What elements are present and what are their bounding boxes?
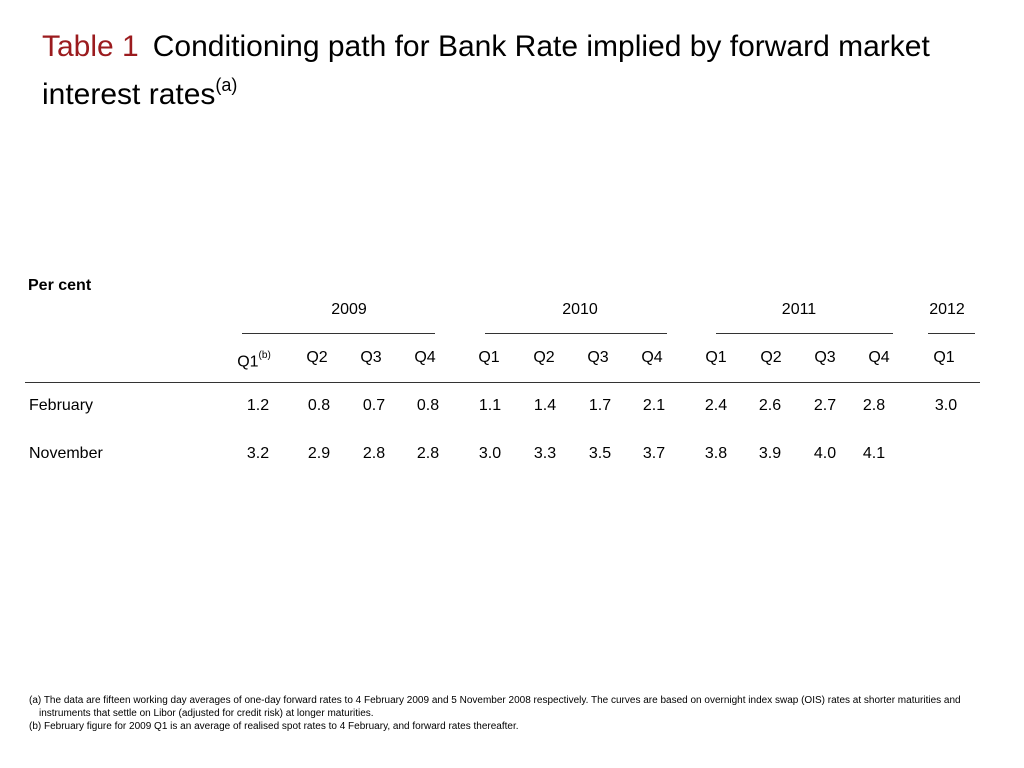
- table-cell: 2.1: [642, 397, 666, 414]
- table-cell: 3.0: [934, 397, 958, 414]
- year-rule: [242, 333, 435, 334]
- year-header: 2012: [929, 301, 965, 318]
- table-cell: 3.5: [588, 445, 612, 462]
- footnote-b: (b) February figure for 2009 Q1 is an av…: [29, 721, 519, 732]
- quarter-header: Q3: [587, 349, 609, 366]
- table-cell: 2.6: [758, 397, 782, 414]
- table-cell: 3.2: [246, 445, 270, 462]
- table-cell: 2.4: [704, 397, 728, 414]
- quarter-header: Q1: [933, 349, 955, 366]
- year-header: 2011: [781, 301, 817, 318]
- year-rule: [928, 333, 975, 334]
- table-cell: 0.8: [416, 397, 440, 414]
- row-label-february: February: [29, 397, 94, 414]
- quarter-header: Q1: [478, 349, 500, 366]
- header-rule: [25, 382, 980, 383]
- year-rule: [485, 333, 667, 334]
- table-cell: 1.7: [588, 397, 612, 414]
- year-header: 2009: [331, 301, 367, 318]
- quarter-footnote-marker: (b): [258, 350, 271, 361]
- quarter-header: Q2: [760, 349, 782, 366]
- quarter-header: Q2: [533, 349, 555, 366]
- quarter-header: Q4: [414, 349, 436, 366]
- table-cell: 3.7: [642, 445, 666, 462]
- table-cell: 2.9: [307, 445, 331, 462]
- row-label-november: November: [29, 445, 103, 462]
- table-cell: 1.4: [533, 397, 557, 414]
- table-number-label: Table 1: [42, 30, 139, 63]
- quarter-header: Q1: [705, 349, 727, 366]
- title-footnote-marker: (a): [215, 75, 238, 95]
- year-rule: [716, 333, 893, 334]
- table-cell: 3.9: [758, 445, 782, 462]
- table-cell: 2.8: [416, 445, 440, 462]
- quarter-header: Q2: [306, 349, 328, 366]
- units-label: Per cent: [28, 277, 92, 294]
- table-cell: 4.1: [862, 445, 886, 462]
- table-cell: 1.1: [478, 397, 502, 414]
- year-header: 2010: [562, 301, 598, 318]
- table-cell: 3.3: [533, 445, 557, 462]
- quarter-header: Q4: [641, 349, 663, 366]
- quarter-header: Q3: [360, 349, 382, 366]
- table-cell: 3.0: [478, 445, 502, 462]
- table-cell: 2.7: [813, 397, 837, 414]
- table-cell: 0.7: [362, 397, 386, 414]
- table-cell: 0.8: [307, 397, 331, 414]
- table-cell: 2.8: [862, 397, 886, 414]
- quarter-header: Q1(b): [237, 350, 271, 371]
- table-title-text: Conditioning path for Bank Rate implied …: [42, 30, 930, 111]
- page-title: Table 1 Conditioning path for Bank Rate i…: [42, 27, 982, 115]
- quarter-header: Q3: [814, 349, 836, 366]
- table-cell: 1.2: [246, 397, 270, 414]
- table-cell: 4.0: [813, 445, 837, 462]
- table-cell: 2.8: [362, 445, 386, 462]
- footnotes: (a) The data are fifteen working day ave…: [29, 694, 994, 733]
- footnote-a: (a) The data are fifteen working day ave…: [29, 695, 961, 719]
- quarter-header: Q4: [868, 349, 890, 366]
- table-cell: 3.8: [704, 445, 728, 462]
